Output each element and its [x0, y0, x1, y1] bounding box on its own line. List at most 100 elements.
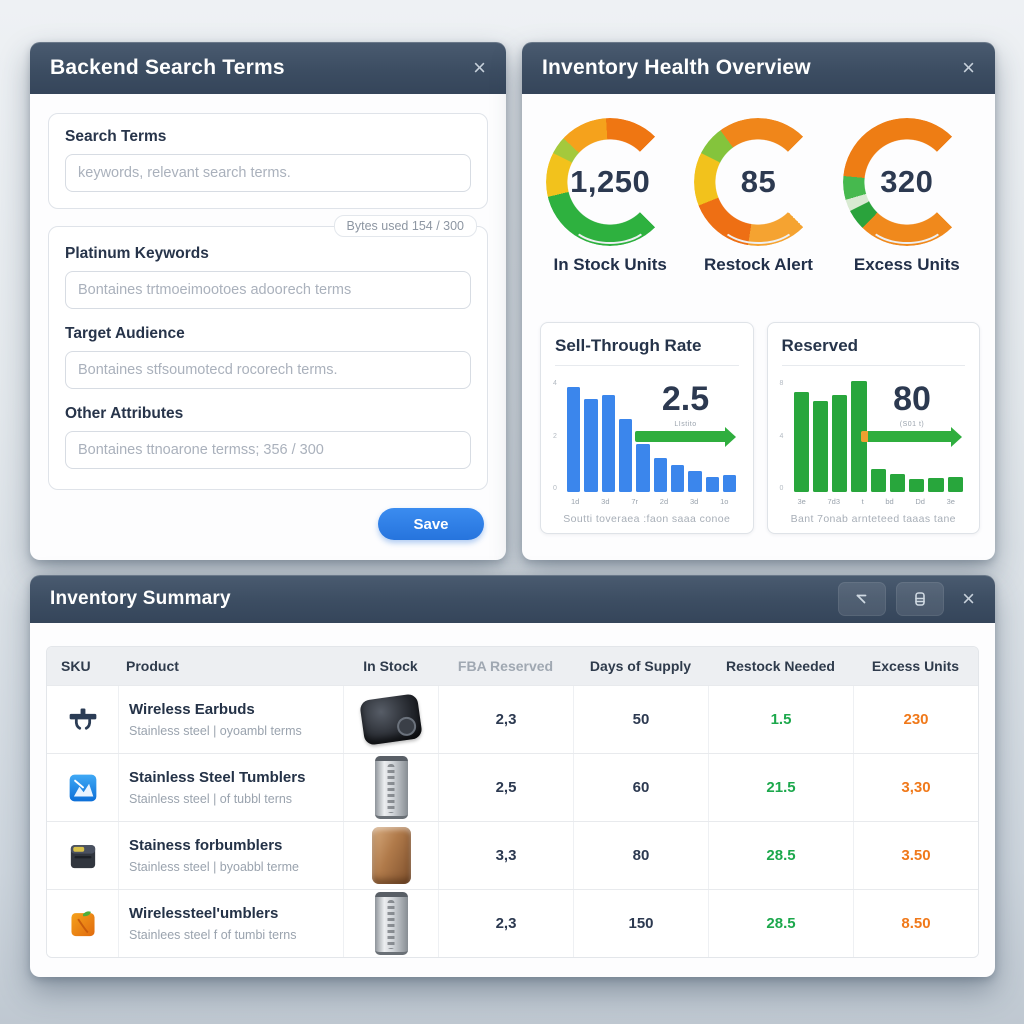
product-name: Stainless Steel Tumblers [129, 769, 306, 787]
target-audience-input[interactable] [65, 351, 471, 389]
headline-caption: LIstito [674, 421, 697, 428]
platinum-keywords-input[interactable] [65, 271, 471, 309]
earbuds-icon [69, 707, 96, 730]
product-subtitle: Stainless steel | oyoambl terms [129, 723, 302, 738]
restock-needed-value: 28.5 [708, 822, 853, 889]
product-name: Wireless Earbuds [129, 701, 255, 719]
product-subtitle: Stainlees steel f of tumbi terns [129, 927, 297, 942]
gauge-inner-arc [717, 196, 800, 244]
days-of-supply-value: 50 [573, 686, 708, 753]
gauge-dial: 320 [842, 118, 971, 246]
excess-units-value: 230 [853, 686, 978, 753]
product-subtitle: Stainless steel | byoabbl terme [129, 859, 300, 874]
target-audience-label: Target Audience [65, 325, 185, 342]
chart-caption: Soutti toveraea :faon saaa conoe [563, 513, 731, 525]
table-row[interactable]: Wireless Earbuds Stainless steel | oyoam… [47, 685, 978, 753]
headline-block: 2.5 LIstito [633, 382, 739, 447]
save-button[interactable]: Save [378, 508, 484, 540]
headline-caption: (S01 t) [899, 421, 925, 428]
gauge-label: In Stock Units [553, 255, 667, 274]
inventory-summary-window: Inventory Summary × SKU Product In Stock FB… [30, 575, 995, 977]
gauge-value: 320 [880, 164, 934, 199]
keywords-group: Bytes used 154 / 300 Platinum Keywords T… [48, 215, 488, 490]
table-header-row: SKU Product In Stock FBA Reserved Days of Su… [47, 647, 978, 685]
fba-reserved-value: 2,3 [438, 686, 573, 753]
cursor-arrow-button[interactable] [838, 582, 887, 616]
bar [793, 391, 809, 492]
database-icon [915, 592, 925, 606]
gauge-1: 85 Restock Alert [685, 104, 831, 275]
product-image [374, 756, 408, 819]
fba-reserved-value: 2,3 [438, 890, 573, 957]
trend-arrow-icon [861, 426, 962, 447]
other-attributes-label: Other Attributes [65, 405, 184, 422]
product-image [359, 693, 423, 746]
bar [947, 477, 964, 492]
bag-icon [70, 910, 95, 936]
excess-units-value: 8.50 [853, 890, 978, 957]
table-row[interactable]: Wirelessteel'umblers Stainlees steel f o… [47, 889, 978, 957]
card-title: Sell-Through Rate [555, 336, 739, 366]
bar [584, 398, 598, 492]
bar [832, 395, 848, 492]
inventory-table: SKU Product In Stock FBA Reserved Days of Su… [46, 646, 979, 958]
bar [812, 400, 829, 492]
column-header: FBA Reserved [457, 658, 554, 674]
other-attributes-input[interactable] [65, 431, 471, 469]
search-terms-group: Search Terms [48, 113, 488, 209]
gauge-2: 320 Excess Units [834, 104, 980, 275]
headline-value: 80 [893, 380, 931, 418]
table-row[interactable]: Stainess forbumblers Stainless steel | b… [47, 821, 978, 889]
column-header: Product [126, 658, 179, 674]
wallet-icon [70, 844, 95, 868]
table-row[interactable]: Stainless Steel Tumblers Stainless steel… [47, 753, 978, 821]
days-of-supply-value: 60 [573, 754, 708, 821]
window-header: Inventory Summary × [30, 575, 995, 623]
bars [567, 378, 737, 492]
bar [851, 381, 867, 492]
search-terms-label: Search Terms [65, 128, 167, 145]
table-body: Wireless Earbuds Stainless steel | oyoam… [47, 685, 978, 957]
window-controls: × [838, 582, 975, 616]
gauge-0: 1,250 In Stock Units [537, 104, 683, 275]
chart-icon [69, 774, 96, 801]
excess-units-value: 3,30 [853, 754, 978, 821]
platinum-keywords-label: Platinum Keywords [65, 245, 209, 262]
database-button[interactable] [896, 582, 945, 616]
gauge-value: 85 [740, 164, 777, 199]
bar [705, 477, 720, 492]
close-icon[interactable]: × [962, 55, 975, 80]
bar [636, 444, 650, 492]
days-of-supply-value: 150 [573, 890, 708, 957]
close-icon[interactable]: × [962, 586, 975, 611]
bar [567, 387, 581, 492]
bars [793, 378, 964, 492]
column-header: Days of Supply [589, 658, 692, 674]
restock-needed-value: 1.5 [708, 686, 853, 753]
bytes-used-badge: Bytes used 154 / 300 [333, 215, 477, 237]
bar [688, 471, 702, 492]
modal-header: Inventory Health Overview × [522, 42, 995, 94]
search-terms-input[interactable] [65, 154, 471, 192]
headline-block: 80 (S01 t) [859, 380, 965, 447]
x-axis-ticks: 3e 7d3 t bd Dd 3e [797, 497, 955, 506]
bar [928, 478, 944, 492]
bar [671, 464, 685, 492]
product-image [374, 892, 408, 955]
modal-title: Inventory Health Overview [542, 56, 811, 79]
chart-caption: Bant 7onab arnteteed taaas tane [790, 513, 956, 525]
close-icon[interactable]: × [473, 55, 486, 80]
column-header: Restock Needed [726, 658, 835, 674]
column-header: Excess Units [871, 658, 960, 674]
gauge-dial: 1,250 [546, 118, 675, 246]
days-of-supply-value: 80 [573, 822, 708, 889]
bar [619, 419, 633, 492]
bar [723, 474, 737, 492]
backend-search-terms-modal: Backend Search Terms × Search Terms Byte… [30, 42, 506, 560]
modal-header: Backend Search Terms × [30, 42, 506, 94]
